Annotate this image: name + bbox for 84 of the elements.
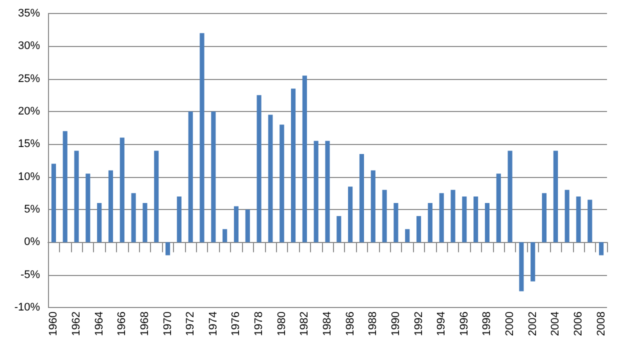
- bar: [519, 242, 524, 292]
- x-tick-label: 1980: [276, 312, 288, 336]
- bar: [120, 138, 124, 242]
- bar: [245, 210, 250, 242]
- bar: [588, 200, 592, 242]
- x-tick-label: 1996: [458, 312, 470, 336]
- y-tick-label: 0%: [24, 236, 40, 248]
- bar: [51, 164, 56, 242]
- y-tick-label: -10%: [14, 302, 40, 314]
- x-tick-label: 1964: [93, 312, 106, 336]
- bar: [188, 112, 193, 242]
- y-tick-label: 35%: [18, 8, 40, 20]
- bar: [222, 229, 228, 242]
- bar: [484, 202, 490, 242]
- bar: [530, 242, 536, 282]
- bar: [166, 242, 170, 256]
- bar: [142, 202, 148, 242]
- bar: [564, 190, 570, 242]
- x-tick-label: 1978: [253, 312, 266, 336]
- x-tick-label: 2006: [572, 312, 584, 336]
- bar: [86, 174, 90, 242]
- x-tick-label: 1976: [230, 312, 242, 336]
- y-tick-label: 25%: [18, 72, 40, 85]
- bar: [290, 88, 296, 242]
- bar: [599, 242, 604, 256]
- bar: [576, 196, 581, 242]
- bar: [450, 190, 456, 242]
- bar: [302, 76, 307, 242]
- x-tick-label: 1992: [412, 312, 425, 336]
- bar: [176, 196, 182, 242]
- y-tick-label: 20%: [18, 106, 40, 118]
- x-tick-label: 1968: [138, 312, 151, 336]
- bar: [131, 193, 136, 242]
- bar: [108, 170, 114, 242]
- bar: [211, 112, 216, 242]
- bar: [348, 186, 353, 242]
- bar: [508, 150, 512, 242]
- x-tick-label: 1986: [344, 312, 356, 336]
- bar: [405, 229, 410, 242]
- x-tick-label: 1966: [116, 312, 128, 336]
- y-tick-label: 30%: [18, 40, 40, 52]
- x-tick-label: 1994: [436, 312, 448, 336]
- x-tick-label: 1982: [298, 312, 311, 336]
- x-tick-label: 1990: [390, 312, 402, 336]
- x-tick-label: 2008: [595, 312, 608, 336]
- bar: [268, 114, 273, 242]
- x-tick-label: 1970: [162, 312, 174, 336]
- bar: [154, 150, 159, 242]
- x-tick-label: 1974: [207, 312, 220, 336]
- bar: [439, 193, 444, 242]
- bar: [474, 196, 478, 242]
- x-tick-label: 1988: [367, 312, 380, 336]
- bar: [74, 150, 79, 242]
- y-tick-label: 5%: [24, 204, 40, 216]
- y-tick-label: -5%: [20, 268, 40, 281]
- x-tick-label: 1984: [322, 312, 334, 336]
- bar: [382, 190, 387, 242]
- bar: [394, 202, 398, 242]
- x-tick-label: 2002: [526, 312, 539, 336]
- bar: [428, 202, 432, 242]
- bar: [553, 150, 558, 242]
- x-tick-label: 2000: [504, 312, 516, 336]
- bar: [462, 196, 467, 242]
- bar: [314, 140, 318, 242]
- bar: [325, 140, 330, 242]
- bar: [280, 124, 284, 242]
- bar: [336, 216, 342, 242]
- bar: [542, 193, 547, 242]
- x-tick-label: 1960: [48, 312, 60, 336]
- bar: [200, 33, 204, 242]
- y-tick-label: 15%: [18, 138, 40, 150]
- bar: [97, 202, 102, 242]
- bar: [359, 154, 364, 242]
- bar: [416, 216, 422, 242]
- x-tick-label: 1972: [184, 312, 197, 336]
- x-tick-label: 2004: [550, 312, 562, 336]
- bar: [234, 206, 239, 242]
- bar: [62, 131, 68, 242]
- x-tick-label: 1962: [70, 312, 83, 336]
- bar: [370, 170, 376, 242]
- bar: [256, 95, 262, 242]
- x-tick-label: 1998: [481, 312, 494, 336]
- bar: [496, 174, 501, 242]
- y-tick-label: 10%: [18, 170, 40, 183]
